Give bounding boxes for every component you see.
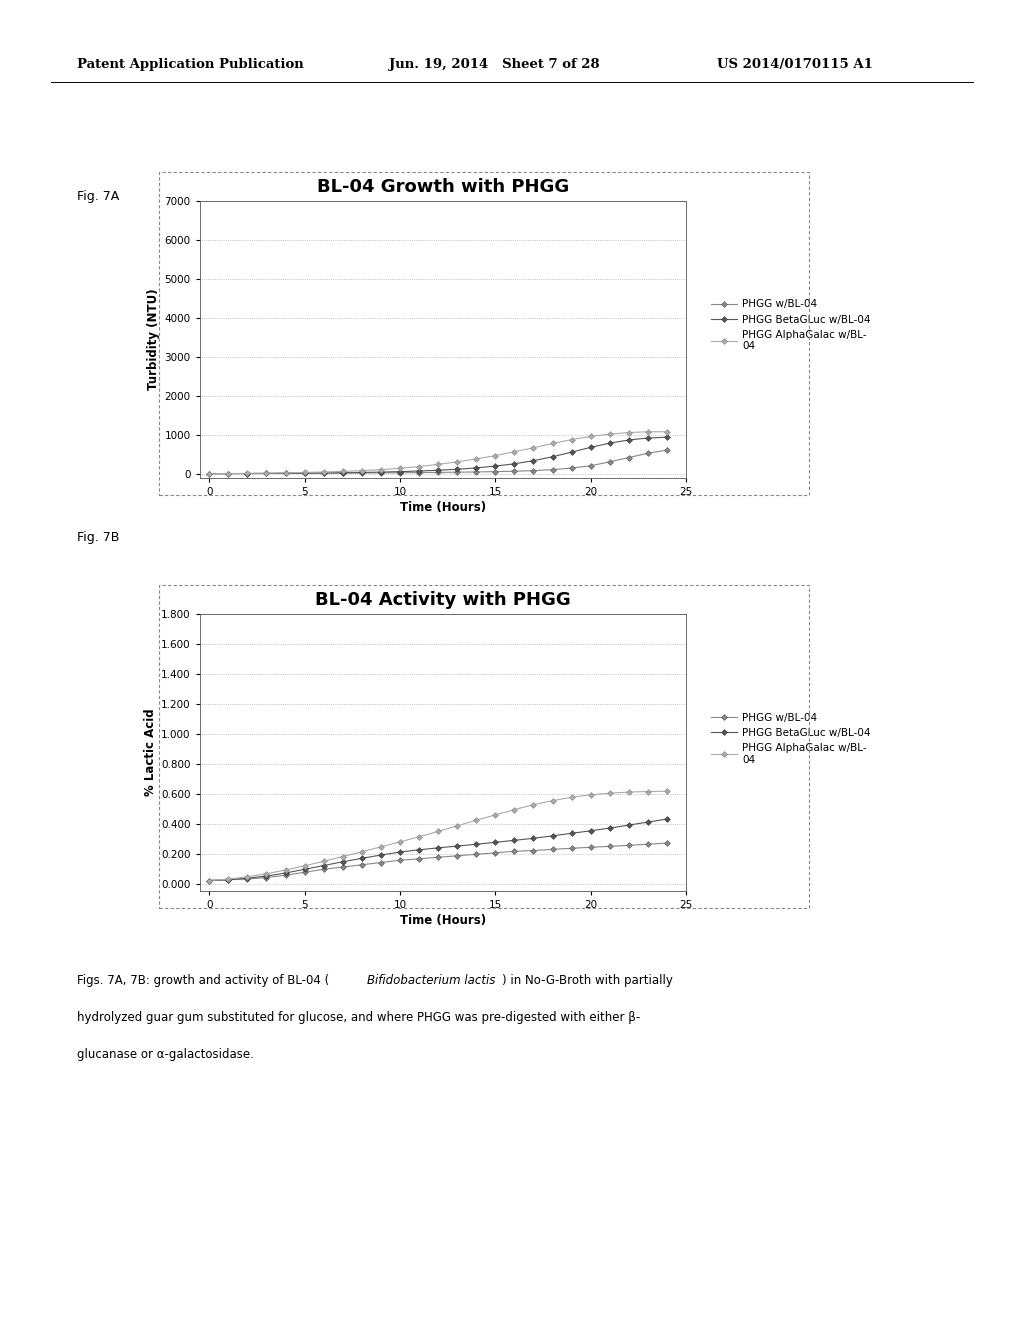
X-axis label: Time (Hours): Time (Hours) <box>399 502 486 513</box>
Text: hydrolyzed guar gum substituted for glucose, and where PHGG was pre-digested wit: hydrolyzed guar gum substituted for gluc… <box>77 1011 640 1024</box>
Title: BL-04 Activity with PHGG: BL-04 Activity with PHGG <box>315 591 570 610</box>
Y-axis label: Turbidity (NTU): Turbidity (NTU) <box>147 289 161 389</box>
Text: Figs. 7A, 7B: growth and activity of BL-04 (: Figs. 7A, 7B: growth and activity of BL-… <box>77 974 329 987</box>
X-axis label: Time (Hours): Time (Hours) <box>399 915 486 927</box>
Text: Fig. 7A: Fig. 7A <box>77 190 119 203</box>
Text: Bifidobacterium lactis: Bifidobacterium lactis <box>367 974 495 987</box>
Text: Jun. 19, 2014   Sheet 7 of 28: Jun. 19, 2014 Sheet 7 of 28 <box>389 58 600 71</box>
Legend: PHGG w/BL-04, PHGG BetaGLuc w/BL-04, PHGG AlphaGalac w/BL-
04: PHGG w/BL-04, PHGG BetaGLuc w/BL-04, PHG… <box>711 300 870 351</box>
Text: US 2014/0170115 A1: US 2014/0170115 A1 <box>717 58 872 71</box>
Legend: PHGG w/BL-04, PHGG BetaGLuc w/BL-04, PHGG AlphaGalac w/BL-
04: PHGG w/BL-04, PHGG BetaGLuc w/BL-04, PHG… <box>711 713 870 764</box>
Text: Fig. 7B: Fig. 7B <box>77 531 119 544</box>
Text: glucanase or α-galactosidase.: glucanase or α-galactosidase. <box>77 1048 254 1061</box>
Text: ) in No-G-Broth with partially: ) in No-G-Broth with partially <box>502 974 673 987</box>
Y-axis label: % Lactic Acid: % Lactic Acid <box>143 709 157 796</box>
Title: BL-04 Growth with PHGG: BL-04 Growth with PHGG <box>316 178 569 197</box>
Text: Patent Application Publication: Patent Application Publication <box>77 58 303 71</box>
